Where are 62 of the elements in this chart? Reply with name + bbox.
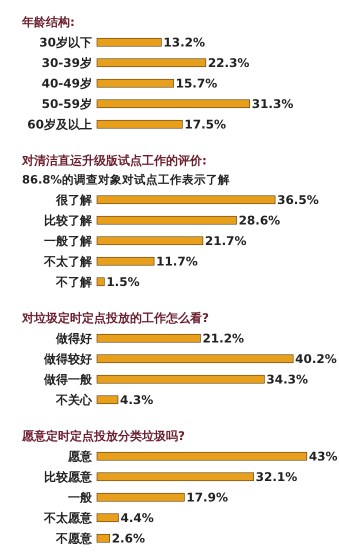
data-label: 36.5% (277, 192, 319, 207)
chart-title: 对清洁直运升级版试点工作的评价: (21, 154, 207, 168)
y-tick-label: 30岁以下 (39, 35, 92, 50)
data-label: 21.2% (202, 331, 244, 346)
bar (96, 195, 276, 204)
bar (96, 256, 154, 266)
data-label: 13.2% (163, 35, 206, 50)
data-label: 31.3% (252, 96, 294, 111)
bar (96, 334, 201, 343)
bar (96, 58, 206, 68)
bar (96, 395, 118, 404)
y-tick-label: 一般 (68, 490, 93, 504)
y-tick-label: 做得好 (55, 331, 92, 346)
data-label: 34.3% (266, 372, 308, 386)
y-tick-label: 很了解 (55, 192, 92, 207)
data-label: 43% (308, 449, 338, 464)
bar (96, 534, 110, 543)
bar (96, 38, 162, 47)
data-label: 4.4% (120, 510, 154, 525)
y-tick-label: 不了解 (55, 274, 92, 289)
chart-title: 年龄结构: (21, 15, 75, 29)
y-tick-label: 不太了解 (43, 254, 92, 268)
y-tick-label: 30-39岁 (42, 56, 92, 70)
chart-title: 愿意定时定点投放分类垃圾吗? (21, 429, 185, 443)
y-tick-label: 不关心 (55, 392, 93, 407)
data-label: 1.5% (106, 274, 140, 289)
data-label: 40.2% (295, 352, 337, 366)
bar (96, 236, 204, 246)
bar (96, 492, 185, 502)
bar (96, 120, 183, 129)
bar (96, 513, 119, 522)
bar (96, 452, 308, 461)
data-label: 11.7% (156, 254, 198, 268)
y-tick-label: 做得较好 (43, 352, 92, 366)
y-tick-label: 60岁及以上 (27, 117, 92, 132)
bar (96, 354, 294, 364)
bar (96, 277, 105, 286)
bar (96, 99, 250, 108)
data-label: 17.5% (184, 117, 226, 132)
bar (96, 216, 237, 225)
data-label: 4.3% (120, 392, 154, 407)
data-label: 32.1% (256, 470, 298, 484)
data-label: 21.7% (204, 234, 247, 248)
chart-subtitle: 86.8%的调查对象对试点工作表示了解 (22, 172, 230, 186)
y-tick-label: 愿意 (67, 449, 93, 464)
y-tick-label: 50-59岁 (42, 96, 92, 111)
chart-title: 对垃圾定时定点投放的工作怎么看? (21, 311, 209, 325)
data-label: 22.3% (208, 56, 250, 70)
y-tick-label: 比较愿意 (44, 470, 93, 484)
data-label: 15.7% (176, 76, 218, 90)
bar (96, 374, 265, 384)
y-tick-label: 一般了解 (44, 234, 92, 248)
bar (96, 78, 174, 88)
y-tick-label: 做得一般 (43, 372, 93, 386)
bar (96, 472, 254, 482)
y-tick-label: 比较了解 (44, 213, 92, 228)
data-label: 28.6% (238, 213, 280, 228)
y-tick-label: 不太愿意 (43, 510, 93, 525)
data-label: 17.9% (186, 490, 228, 504)
y-tick-label: 40-49岁 (42, 76, 92, 90)
data-label: 2.6% (112, 531, 145, 546)
y-tick-label: 不愿意 (55, 531, 93, 546)
